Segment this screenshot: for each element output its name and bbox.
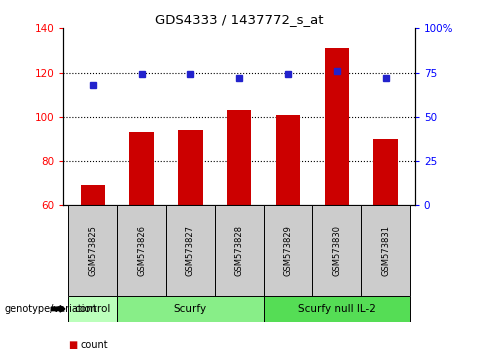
Bar: [117, 205, 166, 296]
Text: Scurfy: Scurfy: [174, 304, 207, 314]
Bar: [178, 130, 203, 205]
Bar: [68, 205, 117, 296]
Text: GSM573830: GSM573830: [332, 225, 341, 276]
Bar: [117, 296, 264, 322]
Text: GSM573828: GSM573828: [235, 225, 244, 276]
Text: GSM573825: GSM573825: [88, 225, 97, 276]
Text: GSM573826: GSM573826: [137, 225, 146, 276]
Bar: [81, 185, 105, 205]
Bar: [312, 205, 361, 296]
Bar: [264, 205, 312, 296]
Text: Scurfy null IL-2: Scurfy null IL-2: [298, 304, 376, 314]
Bar: [361, 205, 410, 296]
Bar: [373, 139, 398, 205]
Bar: [129, 132, 154, 205]
Title: GDS4333 / 1437772_s_at: GDS4333 / 1437772_s_at: [155, 13, 324, 26]
Bar: [227, 110, 251, 205]
Text: GSM573831: GSM573831: [381, 225, 390, 276]
Bar: [215, 205, 264, 296]
Text: ■: ■: [68, 340, 78, 350]
Bar: [264, 296, 410, 322]
Text: GSM573827: GSM573827: [186, 225, 195, 276]
Bar: [325, 48, 349, 205]
Bar: [68, 296, 117, 322]
Text: GSM573829: GSM573829: [284, 225, 292, 276]
Text: count: count: [81, 340, 108, 350]
Bar: [276, 115, 300, 205]
Text: control: control: [75, 304, 111, 314]
Text: genotype/variation: genotype/variation: [5, 304, 98, 314]
Bar: [166, 205, 215, 296]
